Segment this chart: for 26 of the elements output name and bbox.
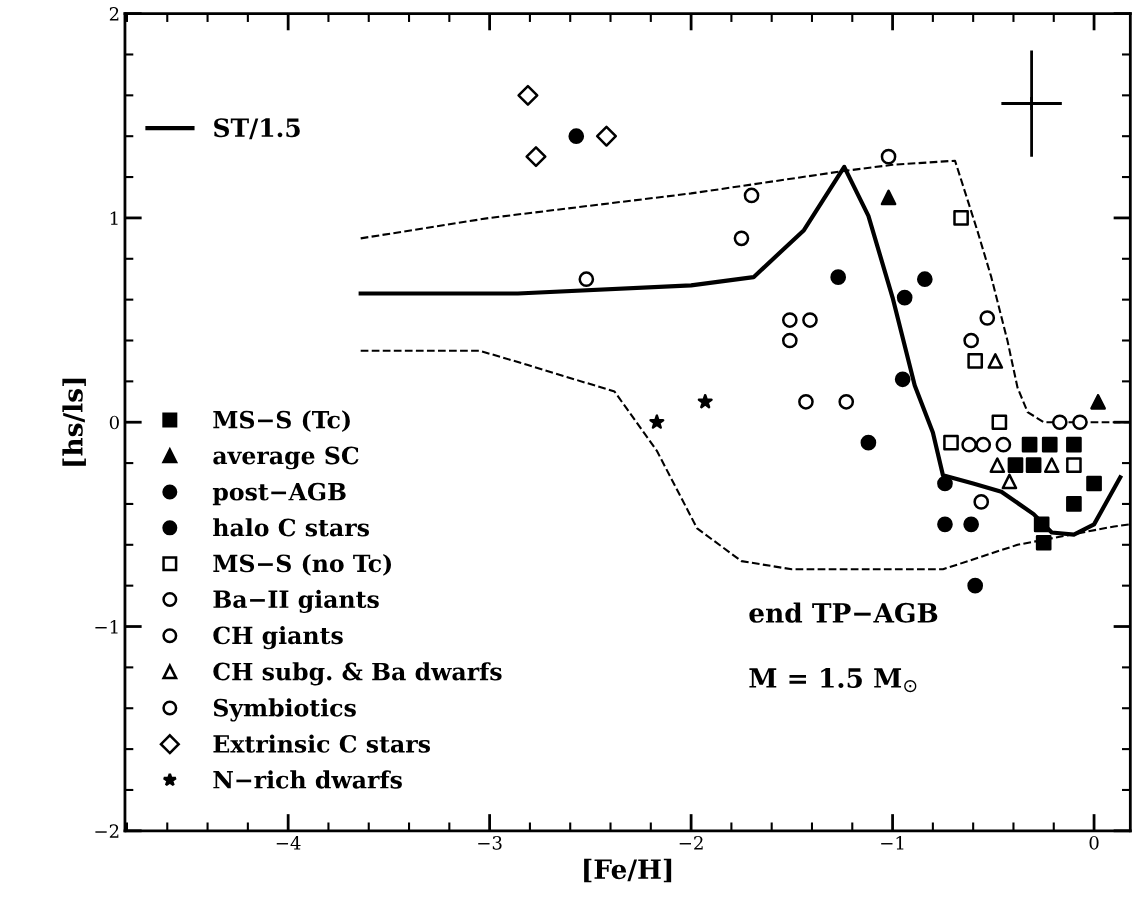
legend-label: average SC [213, 446, 359, 470]
x-tick-label: −2 [679, 836, 703, 850]
annotation: end TP−AGB [749, 602, 938, 623]
y-tick-label: 2 [109, 7, 119, 21]
legend-label: Extrinsic C stars [213, 734, 431, 753]
y-tick-label: −2 [95, 824, 119, 838]
x-tick-label: −4 [276, 836, 301, 850]
legend-label: MS−S (no Tc) [213, 554, 392, 576]
legend-label: Symbiotics [213, 698, 356, 722]
legend-label: CH subg. & Ba dwarfs [213, 662, 502, 686]
x-tick-label: 0 [1089, 836, 1099, 850]
y-tick-label: 0 [109, 415, 119, 430]
annotation: M = 1.5 M$_{⊙}$ [749, 668, 917, 693]
legend-label: ST/1.5 [214, 118, 300, 140]
legend-label: CH giants [213, 626, 343, 650]
legend-label: Ba−II giants [213, 589, 379, 614]
x-tick-label: −3 [478, 836, 502, 850]
y-axis-title: [hs/ls] [62, 378, 86, 466]
y-tick-label: −1 [95, 619, 118, 634]
x-axis-title: [Fe/H] [584, 858, 672, 883]
x-tick-label: −1 [881, 836, 904, 850]
legend-label: post−AGB [212, 482, 346, 506]
legend-label: halo C stars [213, 518, 369, 537]
legend-label: N−rich dwarfs [213, 770, 402, 789]
y-tick-label: 1 [110, 211, 118, 225]
legend-label: MS−S (Tc) [213, 410, 350, 432]
